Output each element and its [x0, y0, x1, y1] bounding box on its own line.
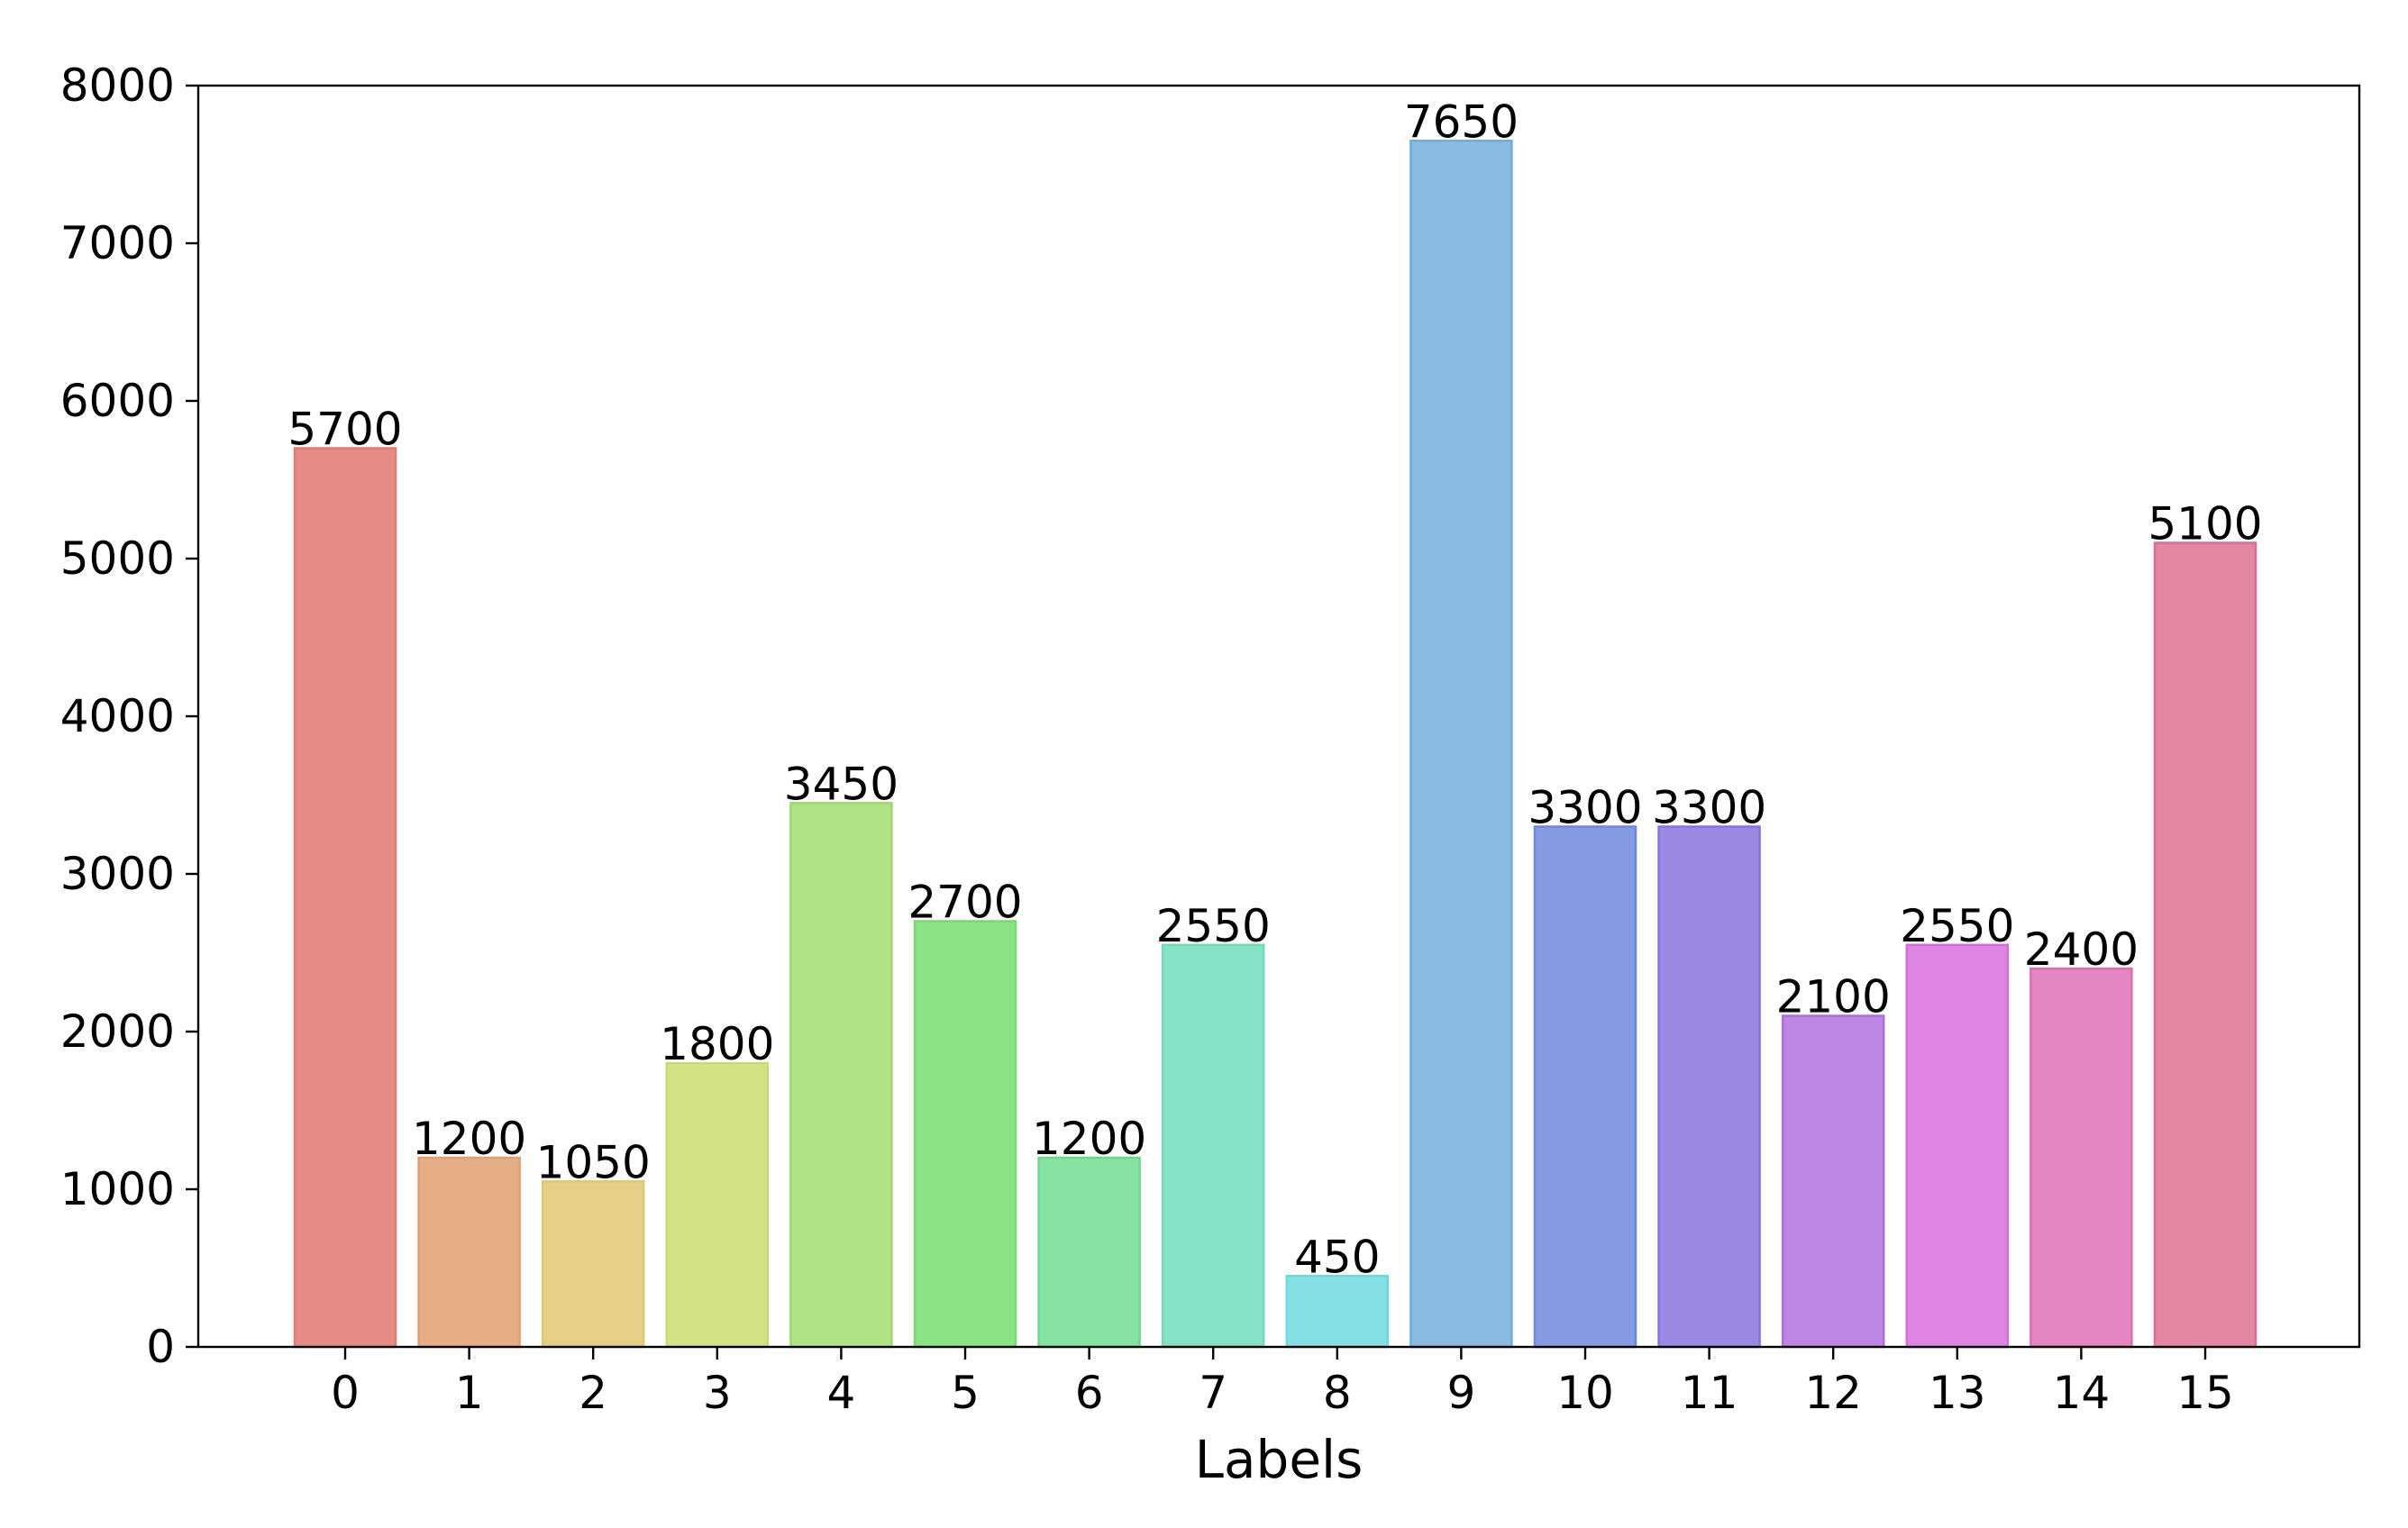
x-tick-label: 4 [826, 1367, 855, 1419]
bar-value-label-9: 7650 [1404, 96, 1519, 148]
bar-10 [1533, 825, 1637, 1349]
bar-value-label-1: 1200 [412, 1113, 526, 1165]
x-tick-label: 7 [1199, 1367, 1227, 1419]
bar-value-label-11: 3300 [1652, 782, 1766, 834]
x-tick-label: 3 [703, 1367, 732, 1419]
x-tick-label: 6 [1075, 1367, 1104, 1419]
bar-value-label-14: 2400 [2024, 923, 2139, 976]
x-axis: 0 1 2 3 4 5 6 7 8 9 10 11 12 13 14 15 [331, 1347, 2234, 1419]
x-tick-label: 12 [1804, 1367, 1862, 1419]
bar-11 [1657, 825, 1761, 1349]
bar-2 [541, 1180, 645, 1349]
y-tick-label: 3000 [60, 848, 175, 900]
bar-value-label-3: 1800 [660, 1018, 774, 1070]
x-tick-label: 13 [1929, 1367, 1986, 1419]
x-tick-label: 2 [579, 1367, 607, 1419]
x-tick-label: 5 [951, 1367, 980, 1419]
bar-value-label-5: 2700 [908, 877, 1022, 929]
bar-9 [1409, 140, 1513, 1349]
x-tick-label: 10 [1556, 1367, 1614, 1419]
bar-value-label-12: 2100 [1776, 971, 1891, 1023]
bar-value-label-15: 5100 [2148, 498, 2262, 550]
bar-12 [1781, 1014, 1885, 1349]
bar-value-label-10: 3300 [1528, 782, 1642, 834]
y-tick-label: 1000 [60, 1163, 175, 1215]
y-tick-label: 7000 [60, 217, 175, 269]
x-tick-label: 11 [1681, 1367, 1738, 1419]
x-tick-label: 0 [331, 1367, 360, 1419]
y-tick-label: 4000 [60, 690, 175, 742]
bar-value-label-13: 2550 [1900, 900, 2014, 952]
x-tick-label: 9 [1446, 1367, 1475, 1419]
y-axis: 0 1000 2000 3000 4000 5000 6000 7000 8000 [60, 59, 198, 1373]
y-tick-label: 0 [146, 1321, 175, 1373]
x-tick-label: 15 [2176, 1367, 2234, 1419]
x-tick-label: 1 [455, 1367, 484, 1419]
bar-15 [2153, 541, 2258, 1349]
y-tick-label: 5000 [60, 532, 175, 585]
bars-layer [293, 140, 2258, 1349]
bar-6 [1037, 1156, 1141, 1349]
bar-value-label-0: 5700 [287, 404, 402, 456]
bar-13 [1905, 943, 2010, 1349]
y-tick-label: 8000 [60, 59, 175, 112]
bar-5 [913, 920, 1017, 1349]
x-tick-label: 8 [1323, 1367, 1352, 1419]
bar-value-label-4: 3450 [784, 758, 898, 810]
bar-4 [789, 802, 893, 1349]
bar-14 [2029, 967, 2133, 1349]
bar-3 [665, 1061, 770, 1349]
bar-value-label-7: 2550 [1156, 900, 1271, 952]
bar-value-label-6: 1200 [1032, 1113, 1146, 1165]
y-tick-label: 2000 [60, 1005, 175, 1058]
bar-0 [293, 447, 397, 1349]
bar-value-label-2: 1050 [536, 1136, 651, 1188]
bar-8 [1285, 1275, 1390, 1349]
bar-1 [417, 1156, 521, 1349]
bar-7 [1161, 943, 1265, 1349]
x-axis-title: Labels [1195, 1429, 1364, 1490]
bar-value-label-8: 450 [1294, 1231, 1380, 1283]
x-tick-label: 14 [2053, 1367, 2111, 1419]
y-tick-label: 6000 [60, 375, 175, 427]
